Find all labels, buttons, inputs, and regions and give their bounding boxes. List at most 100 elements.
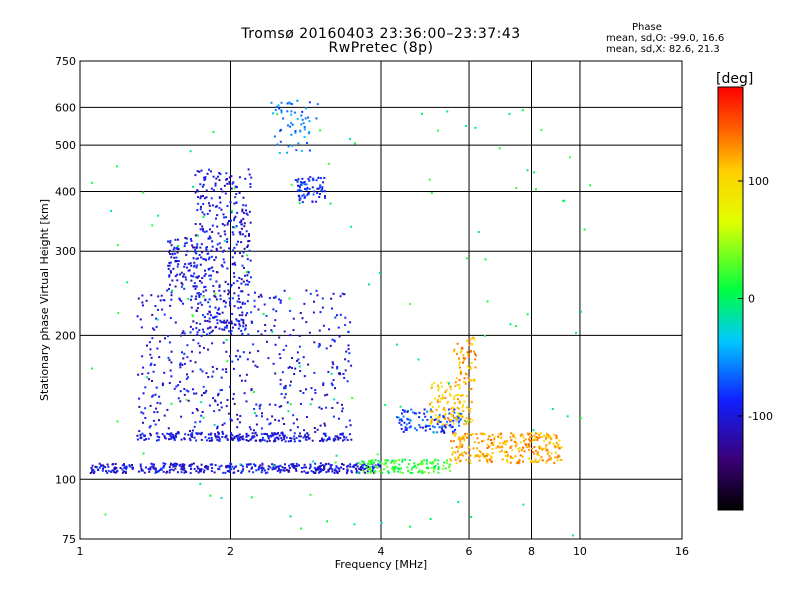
echo-point [514,455,517,458]
echo-point [223,321,226,324]
echo-point [542,447,545,450]
echo-point [539,436,542,439]
echo-point [208,298,211,301]
echo-point [331,307,333,310]
echo-point [279,357,282,360]
echo-point [157,470,160,473]
echo-point [110,209,113,212]
echo-point [253,299,256,302]
echo-point [138,430,141,433]
echo-point [218,172,221,174]
echo-point [175,385,178,388]
echo-point [333,398,336,401]
echo-point [173,464,176,467]
echo-point [300,527,303,530]
echo-point [103,465,105,468]
echo-point [258,407,261,410]
echo-point [409,425,412,428]
echo-point [344,369,347,372]
echo-point [285,468,288,471]
echo-point [243,267,245,269]
echo-point [138,470,140,473]
echo-point [111,469,114,472]
echo-point [481,432,484,435]
echo-point [314,431,317,433]
echo-point [338,470,341,473]
echo-point [161,382,164,385]
echo-point [216,214,219,217]
echo-point [214,293,217,295]
echo-point [196,264,199,267]
echo-point [556,445,559,448]
echo-point [423,471,426,473]
echo-point [169,304,172,307]
echo-point [508,112,511,115]
echo-point [207,348,209,351]
echo-point [292,414,295,417]
echo-point [505,451,508,454]
echo-point [374,470,377,473]
echo-point [320,189,323,192]
echo-point [341,463,343,465]
echo-point [468,342,471,345]
echo-point [318,471,320,474]
echo-point [460,453,463,456]
echo-point [255,469,258,472]
echo-point [140,469,143,472]
echo-point [278,336,281,339]
echo-point [215,217,217,220]
echo-point [169,261,172,264]
echo-point [233,261,236,264]
echo-point [238,231,241,234]
echo-point [200,414,203,417]
echo-point [279,301,282,304]
echo-point [115,165,118,168]
echo-point [337,436,340,439]
echo-point [303,470,306,473]
echo-point [245,465,248,468]
echo-point [176,279,179,282]
echo-point [273,324,276,327]
echo-point [224,436,227,439]
echo-point [554,456,557,459]
echo-point [92,469,95,472]
echo-point [487,438,490,441]
echo-point [466,365,469,368]
echo-point [214,433,217,436]
echo-point [281,371,284,374]
echo-point [328,328,330,331]
echo-point [346,470,349,473]
echo-point [489,458,492,461]
echo-point [468,408,471,410]
echo-point [245,400,248,403]
echo-point [164,337,166,340]
echo-point [299,186,301,189]
echo-point [249,438,252,441]
echo-point [204,176,207,179]
echo-point [444,467,447,470]
echo-point [308,130,311,133]
echo-point [257,468,260,471]
echo-point [168,471,171,474]
echo-point [181,332,184,334]
echo-point [465,125,468,127]
echo-point [566,415,569,418]
echo-point [384,462,387,465]
echo-point [131,466,134,469]
echo-point [418,424,421,426]
echo-point [303,429,305,432]
echo-point [231,360,234,363]
x-axis-label: Frequency [MHz] [335,558,427,571]
echo-point [295,149,298,152]
echo-point [398,463,401,466]
echo-point [450,440,453,443]
echo-point [524,438,527,441]
echo-point [339,437,342,440]
echo-point [101,464,104,467]
echo-point [231,326,234,329]
echo-point [282,469,285,472]
echo-point [289,309,292,312]
echo-point [208,320,211,323]
echo-point [510,439,513,442]
echo-point [438,416,441,419]
